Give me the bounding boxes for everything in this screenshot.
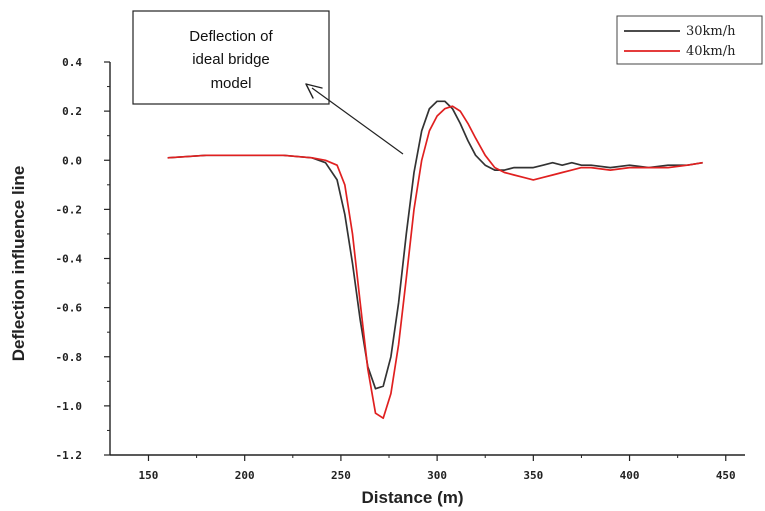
x-tick-label: 200 [235,469,255,482]
x-tick-label: 250 [331,469,351,482]
x-tick-label: 450 [716,469,736,482]
annotation-text-line: model [211,75,252,92]
legend-box [616,15,763,65]
y-axis-title: Deflection influence line [9,166,28,362]
y-tick-label: -0.4 [56,253,83,266]
y-tick-label: -0.2 [56,203,83,216]
y-tick-label: -1.2 [56,449,83,462]
chart-axes [109,62,745,456]
annotation-arrowhead [305,83,323,99]
annotation-box [132,10,330,105]
x-axis-ticks: 150 200 250 300 350 400 450 [139,455,736,482]
y-tick-label: -0.6 [56,302,83,315]
legend-label: 40km/h [686,44,736,59]
x-tick-label: 150 [139,469,159,482]
x-axis-title: Distance (m) [361,488,463,507]
annotation-callout: Deflection of ideal bridge model [132,10,404,155]
series-line-40kmh [167,105,703,420]
y-axis-ticks: 0.4 0.2 0.0 -0.2 -0.4 -0.6 -0.8 -1.0 -1.2 [56,56,110,462]
y-tick-label: 0.0 [62,154,82,167]
series-lines [167,100,703,420]
y-tick-label: 0.2 [62,105,82,118]
x-tick-label: 300 [427,469,447,482]
legend: 30km/h 40km/h [616,15,763,65]
x-tick-label: 400 [620,469,640,482]
y-tick-label: -1.0 [56,400,83,413]
annotation-text-line: ideal bridge [192,51,270,68]
series-line-30kmh [167,100,703,390]
x-tick-label: 350 [523,469,543,482]
y-tick-label: -0.8 [56,351,83,364]
annotation-text-line: Deflection of [189,28,273,45]
annotation-arrow [311,87,404,155]
y-tick-label: 0.4 [62,56,82,69]
legend-label: 30km/h [686,24,736,39]
